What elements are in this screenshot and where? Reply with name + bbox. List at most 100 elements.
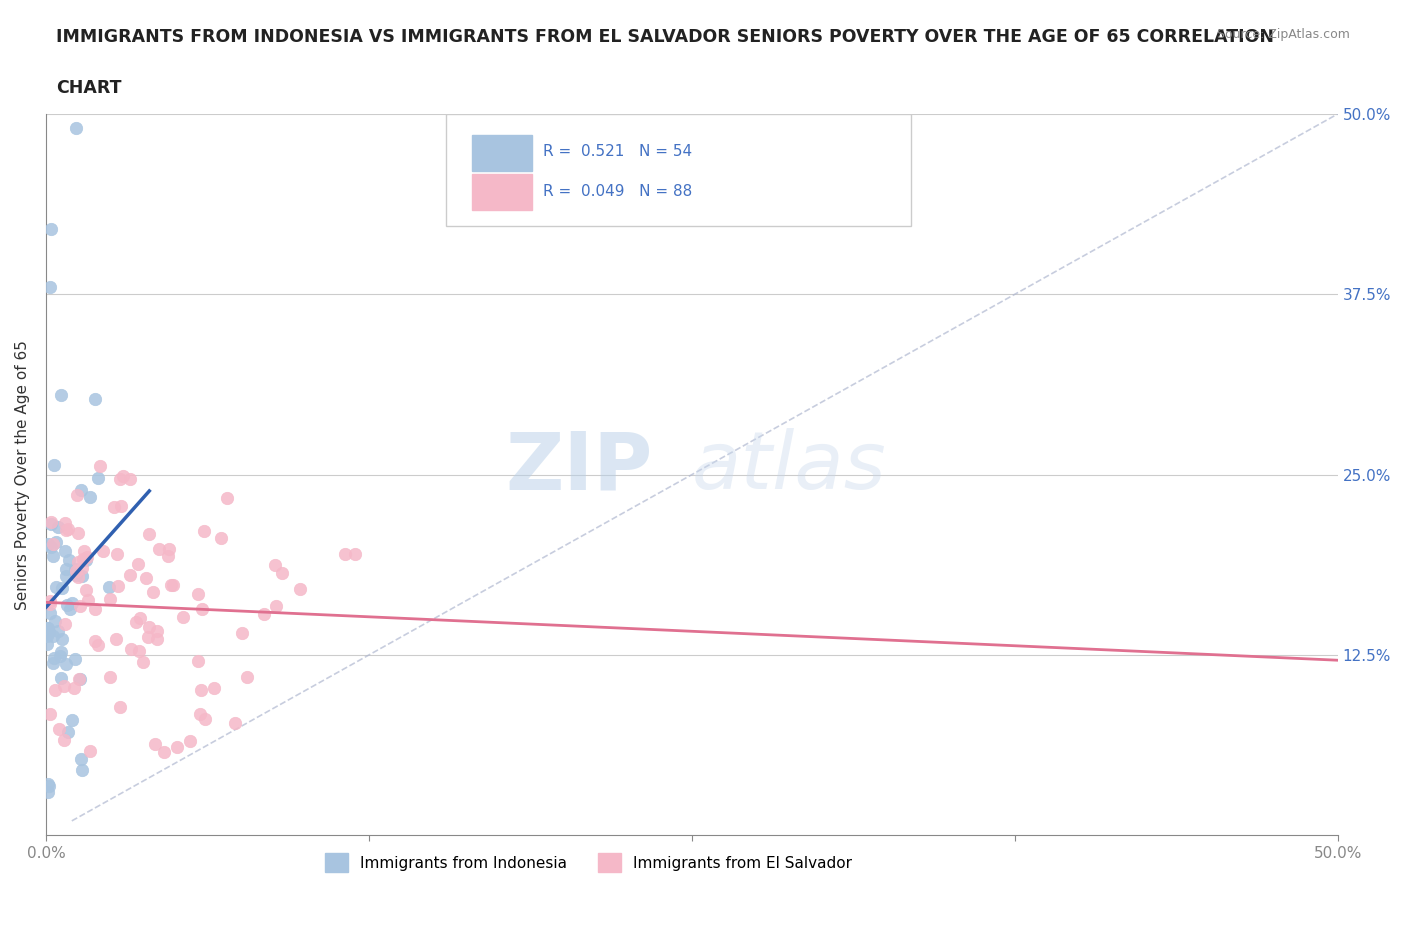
FancyBboxPatch shape	[472, 135, 531, 171]
Point	[156, 549, 179, 564]
Point	[129, 611, 152, 626]
Point	[42, 629, 65, 644]
Point	[38, 594, 60, 609]
Point	[53, 617, 76, 631]
Point	[55, 569, 77, 584]
Point	[55, 523, 77, 538]
Point	[53, 543, 76, 558]
Point	[75, 583, 97, 598]
Point	[42, 548, 65, 563]
Point	[67, 569, 90, 584]
Point	[194, 711, 217, 726]
Point	[143, 737, 166, 751]
Point	[193, 523, 215, 538]
Point	[172, 610, 194, 625]
Point	[138, 526, 160, 541]
Point	[72, 763, 94, 777]
Point	[69, 598, 91, 613]
Point	[89, 458, 111, 473]
Point	[179, 733, 201, 748]
Point	[76, 550, 98, 565]
Text: Source: ZipAtlas.com: Source: ZipAtlas.com	[1216, 28, 1350, 41]
FancyBboxPatch shape	[472, 174, 531, 210]
Point	[44, 683, 66, 698]
Point	[70, 568, 93, 583]
Point	[39, 517, 62, 532]
Point	[138, 619, 160, 634]
Point	[37, 629, 59, 644]
Point	[70, 561, 93, 576]
Point	[67, 525, 90, 540]
Point	[39, 222, 62, 237]
Point	[236, 670, 259, 684]
Point	[105, 631, 128, 646]
Point	[66, 555, 89, 570]
Point	[84, 392, 107, 406]
Point	[46, 519, 69, 534]
Point	[191, 602, 214, 617]
Point	[37, 620, 59, 635]
Point	[108, 699, 131, 714]
Point	[146, 631, 169, 646]
Point	[38, 280, 60, 295]
Point	[107, 578, 129, 593]
Point	[98, 591, 121, 606]
Point	[148, 542, 170, 557]
Point	[187, 654, 209, 669]
Point	[84, 633, 107, 648]
Point	[160, 578, 183, 592]
Point	[56, 724, 79, 739]
Point	[70, 751, 93, 766]
Point	[62, 596, 84, 611]
Point	[49, 388, 72, 403]
Text: IMMIGRANTS FROM INDONESIA VS IMMIGRANTS FROM EL SALVADOR SENIORS POVERTY OVER TH: IMMIGRANTS FROM INDONESIA VS IMMIGRANTS …	[56, 28, 1274, 46]
Point	[91, 544, 114, 559]
Point	[60, 712, 83, 727]
Point	[38, 596, 60, 611]
Point	[42, 650, 65, 665]
Point	[42, 458, 65, 472]
Point	[49, 644, 72, 659]
Point	[37, 785, 59, 800]
Point	[103, 499, 125, 514]
Point	[87, 637, 110, 652]
Point	[79, 489, 101, 504]
Point	[166, 739, 188, 754]
Legend: Immigrants from Indonesia, Immigrants from El Salvador: Immigrants from Indonesia, Immigrants fr…	[319, 847, 858, 878]
Point	[84, 602, 107, 617]
Point	[48, 722, 70, 737]
Point	[37, 636, 59, 651]
Text: R =  0.049   N = 88: R = 0.049 N = 88	[543, 184, 693, 199]
Point	[69, 482, 91, 497]
Point	[152, 744, 174, 759]
Point	[344, 547, 367, 562]
Point	[98, 670, 121, 684]
Point	[52, 679, 75, 694]
Point	[37, 620, 59, 635]
Point	[65, 568, 87, 583]
Point	[58, 521, 80, 536]
Point	[37, 777, 59, 791]
Point	[86, 471, 108, 485]
Point	[42, 537, 65, 551]
Point	[37, 536, 59, 551]
Point	[264, 598, 287, 613]
Point	[128, 644, 150, 658]
FancyBboxPatch shape	[446, 114, 911, 226]
Point	[72, 551, 94, 566]
Point	[202, 681, 225, 696]
Point	[209, 530, 232, 545]
Point	[66, 488, 89, 503]
Point	[157, 542, 180, 557]
Point	[125, 614, 148, 629]
Point	[110, 498, 132, 513]
Point	[59, 602, 82, 617]
Text: R =  0.521   N = 54: R = 0.521 N = 54	[543, 144, 692, 159]
Point	[51, 631, 73, 646]
Point	[63, 562, 86, 577]
Point	[63, 651, 86, 666]
Point	[42, 656, 65, 671]
Point	[55, 597, 77, 612]
Text: ZIP: ZIP	[506, 429, 652, 507]
Point	[65, 121, 87, 136]
